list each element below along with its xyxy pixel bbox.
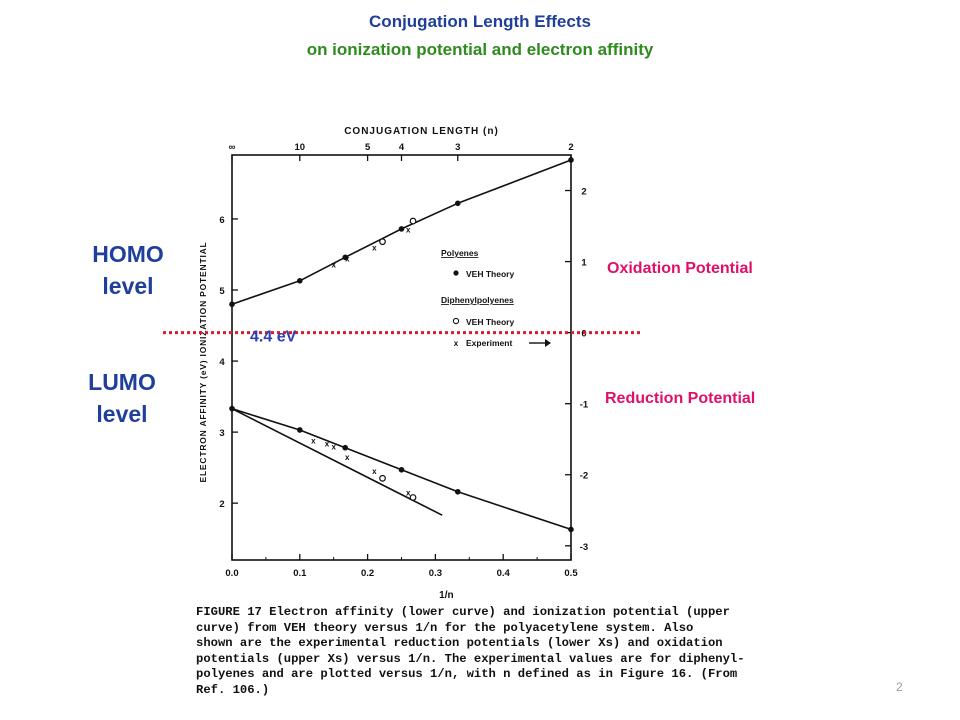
y-axis-label: ELECTRON AFFINITY (eV) IONIZATION POTENT… [198, 241, 208, 482]
page-number: 2 [896, 680, 903, 694]
x-tick-label: 0.1 [293, 568, 307, 579]
data-point-filled [342, 254, 349, 261]
legend-header-diphenylpolyenes: Diphenylpolyenes [441, 295, 514, 305]
data-point-x: x [331, 442, 336, 451]
top-tick-label: 10 [295, 142, 306, 153]
data-point-filled [568, 157, 574, 163]
x-tick-label: 0.2 [361, 568, 374, 579]
data-point-filled [229, 405, 235, 412]
reduction-potential-label: Reduction Potential [605, 390, 756, 407]
data-point-x: x [406, 489, 411, 498]
data-point-x: x [372, 243, 377, 252]
data-point-filled [568, 526, 574, 533]
legend-marker-filled [453, 270, 459, 276]
fit-lines [231, 159, 572, 531]
data-point-open [379, 238, 386, 246]
legend-entry-experiment: Experiment [466, 338, 512, 348]
slide-subtitle: on ionization potential and electron aff… [306, 40, 654, 59]
data-point-filled [454, 200, 461, 207]
data-point-open [409, 494, 417, 501]
threshold-layer: 4.4 eV [163, 329, 640, 346]
axis-ticks: CONJUGATION LENGTH (n) 1/n ELECTRON AFFINI… [198, 126, 589, 601]
data-point-filled [297, 427, 303, 433]
data-point-x: x [325, 439, 330, 448]
y-tick-label: 4 [219, 357, 225, 368]
x-axis-label: 1/n [439, 590, 453, 601]
figure-caption: FIGURE 17 Electron affinity (lower curve… [196, 605, 776, 699]
top-tick-label: ∞ [229, 142, 236, 153]
oxidation-potential-label: Oxidation Potential [607, 260, 753, 277]
fit-line [231, 159, 572, 305]
homo-label: HOMO level [78, 238, 178, 302]
data-point-x: x [406, 226, 411, 235]
legend-marker-open [452, 317, 460, 325]
homo-label-line2: level [102, 273, 154, 299]
chart-legend: Polyenes VEH Theory Diphenylpolyenes VEH Th… [441, 248, 551, 348]
top-tick-label: 5 [365, 142, 371, 153]
data-point-filled [398, 466, 405, 473]
lumo-label: LUMO level [72, 366, 172, 430]
x-tick-label: 0.0 [225, 568, 238, 579]
top-tick-label: 2 [568, 142, 573, 153]
data-point-open [379, 474, 386, 482]
caption-line: Ref. 106.) [196, 682, 270, 697]
plot-frame [231, 154, 572, 561]
right-tick-label: -2 [580, 471, 588, 482]
top-tick-label: 3 [455, 142, 460, 153]
top-axis-title: CONJUGATION LENGTH (n) [344, 126, 499, 137]
lumo-label-line1: LUMO [88, 369, 156, 395]
lumo-label-line2: level [96, 401, 148, 427]
legend-marker-x: x [454, 339, 459, 348]
data-point-filled [342, 444, 349, 451]
legend-header-polyenes: Polyenes [441, 248, 479, 258]
caption-line: curve) from VEH theory versus 1/n for th… [196, 620, 694, 635]
caption-line: shown are the experimental reduction pot… [196, 636, 723, 651]
y-tick-label: 5 [219, 286, 225, 297]
fit-line [231, 407, 443, 516]
data-point-filled [229, 301, 235, 308]
data-point-x: x [372, 467, 377, 476]
x-tick-label: 0.3 [429, 568, 442, 579]
slide-title: Conjugation Length Effects [369, 12, 591, 31]
caption-line: polyenes and are plotted versus 1/n, wit… [196, 667, 738, 682]
y-tick-label: 2 [219, 499, 224, 510]
y-tick-label: 3 [219, 428, 224, 439]
data-point-x: x [311, 437, 316, 446]
data-point-x: x [331, 260, 336, 269]
right-tick-label: 1 [581, 258, 587, 269]
legend-arrow-head [545, 339, 551, 347]
threshold-label: 4.4 eV [250, 329, 297, 346]
homo-label-line1: HOMO [92, 241, 164, 267]
data-point-x: x [345, 255, 350, 264]
data-point-x: x [345, 453, 350, 462]
right-tick-label: 2 [581, 187, 586, 198]
top-tick-label: 4 [399, 142, 405, 153]
legend-entry-veh-polyenes: VEH Theory [466, 269, 514, 279]
x-tick-label: 0.4 [497, 568, 511, 579]
plot-border [231, 154, 572, 561]
right-tick-label: -3 [580, 542, 588, 553]
y-tick-label: 6 [219, 215, 224, 226]
caption-line: FIGURE 17 Electron affinity (lower curve… [196, 605, 730, 619]
caption-line: potentials (upper Xs) versus 1/n. The ex… [196, 651, 745, 666]
data-point-filled [454, 488, 461, 495]
data-point-filled [297, 277, 303, 284]
data-point-filled [398, 226, 405, 232]
x-tick-label: 0.5 [564, 568, 578, 579]
legend-entry-veh-diphenyl: VEH Theory [466, 317, 514, 327]
fit-line [231, 407, 572, 531]
data-point-open [409, 217, 417, 225]
right-tick-label: -1 [580, 400, 589, 411]
